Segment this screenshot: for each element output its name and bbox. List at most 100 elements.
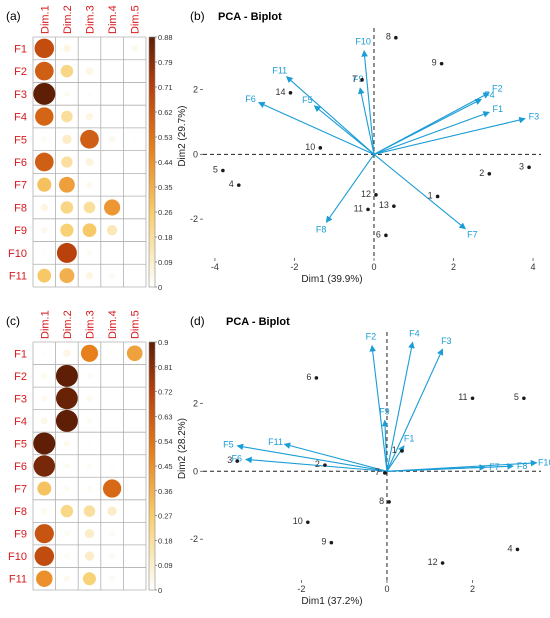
heatmap-cell-circle <box>41 250 47 256</box>
colorbar-tick-label: 0.71 <box>158 83 173 92</box>
heatmap-row-label: F10 <box>8 551 27 563</box>
observation-label: 9 <box>321 537 326 547</box>
y-tick-label: -2 <box>190 534 198 544</box>
x-tick-label: 4 <box>531 262 536 272</box>
x-tick-label: 0 <box>384 584 389 594</box>
panel-label-d: (d) <box>190 314 205 328</box>
heatmap-cell-circle <box>107 506 117 516</box>
heatmap-cell-circle <box>85 112 94 121</box>
correlation-heatmap-c: Dim.1 Dim.2 Dim.3 Dim.4 Dim.5 F1 F2 F3 F4 F5 F6 F7 F… <box>8 310 173 595</box>
heatmap-cell-circle <box>82 572 97 586</box>
loading-arrow <box>373 111 490 155</box>
observation-point <box>392 204 396 208</box>
loading-arrow <box>258 101 375 155</box>
heatmap-cell-circle <box>86 45 93 51</box>
observation-point <box>470 396 475 401</box>
x-tick-label: 0 <box>371 262 376 272</box>
heatmap-cell-circle <box>35 107 54 126</box>
loading-arrow-label: F9 <box>379 406 390 416</box>
observation-point <box>329 540 334 545</box>
observation-point <box>387 500 391 504</box>
observation-label: 7 <box>352 74 357 84</box>
observation-label: 3 <box>227 455 232 465</box>
y-axis-label: Dim2 (28.2%) <box>177 418 188 479</box>
heatmap-cell-circle <box>86 249 93 256</box>
heatmap-cell-circle <box>60 504 74 518</box>
loading-arrow <box>313 105 375 155</box>
loading-arrow-label: F5 <box>223 439 234 449</box>
heatmap-cell-circle <box>109 575 116 582</box>
colorbar-tick-label: 0.44 <box>158 158 173 167</box>
heatmap-cell-circle <box>86 463 93 469</box>
heatmap-cell-circle <box>86 395 93 402</box>
heatmap-cell-circle <box>41 507 48 515</box>
loading-arrow <box>373 98 482 155</box>
heatmap-cell-circle <box>63 440 71 447</box>
observation-label: 10 <box>293 516 303 526</box>
y-tick-label: 2 <box>193 85 198 95</box>
heatmap-row-label: F4 <box>14 416 27 428</box>
loading-arrow-label: F4 <box>409 328 420 338</box>
colorbar-tick-label: 0.72 <box>158 388 173 397</box>
heatmap-cell-circle <box>63 44 71 53</box>
heatmap-cell-circle <box>86 440 93 446</box>
observation-point <box>394 35 398 40</box>
heatmap-cell-circle <box>40 203 49 212</box>
heatmap-cell-circle <box>41 350 47 356</box>
observation-point <box>522 396 526 401</box>
x-axis-label: Dim1 (39.9%) <box>301 274 362 285</box>
observation-label: 10 <box>305 142 315 152</box>
correlation-heatmap-a: Dim.1 Dim.2 Dim.3 Dim.4 Dim.5 F1 F2 F3 F4 F5 F6 F7 F… <box>8 5 173 292</box>
x-tick-label: -2 <box>290 262 298 272</box>
y-tick-label: 0 <box>193 149 198 159</box>
loading-arrow <box>325 154 375 223</box>
heatmap-cell-circle <box>82 223 97 238</box>
loading-arrow <box>283 442 388 472</box>
loading-arrow <box>386 459 538 472</box>
heatmap-cell-circle <box>61 156 73 168</box>
colorbar-tick-label: 0.45 <box>158 462 173 471</box>
heatmap-row-label: F6 <box>14 461 27 473</box>
observation-label: 2 <box>479 168 484 178</box>
y-tick-label: 2 <box>193 398 198 408</box>
colorbar-tick-label: 0.79 <box>158 58 173 67</box>
colorbar-tick-label: 0 <box>158 283 162 292</box>
biplot-b-title: PCA - Biplot <box>218 11 282 23</box>
heatmap-cell-circle <box>102 479 122 498</box>
heatmap-cell-circle <box>85 158 94 166</box>
heatmap-cell-circle <box>109 463 115 469</box>
observation-point <box>306 520 310 525</box>
heatmap-row-label: F7 <box>14 484 27 496</box>
observation-point <box>288 90 293 95</box>
heatmap-cell-circle <box>126 345 143 362</box>
loading-arrow <box>386 341 415 472</box>
heatmap-cell-circle <box>104 199 121 216</box>
loading-arrow-label: F8 <box>517 461 528 471</box>
observation-label: 11 <box>354 203 363 213</box>
pca-biplot-d: -2 0 2 -2 0 2 Dim1 (37.2%) Dim2 (28.2%) F1 F2 F3 F4… <box>177 328 550 607</box>
heatmap-cell-circle <box>84 528 95 539</box>
heatmap-cell-circle <box>86 91 93 97</box>
heatmap-cell-circle <box>109 530 116 537</box>
heatmap-row-label: F6 <box>14 157 27 169</box>
observation-label: 5 <box>213 165 218 175</box>
observation-label: 6 <box>306 372 311 382</box>
observation-label: 2 <box>315 459 320 469</box>
heatmap-cell-circle <box>34 61 54 81</box>
heatmap-cell-circle <box>61 110 73 123</box>
observation-label: 8 <box>386 32 391 42</box>
panel-label-b: (b) <box>190 9 205 23</box>
loading-arrow <box>381 419 389 472</box>
heatmap-cell-circle <box>63 485 70 492</box>
heatmap-cell-circle <box>37 268 52 283</box>
observation-point <box>383 471 387 475</box>
observation-point <box>366 207 370 212</box>
loading-arrow-label: F11 <box>268 437 283 447</box>
heatmap-cell-circle <box>86 417 93 424</box>
observation-label: 8 <box>379 496 384 506</box>
observation-label: 5 <box>514 392 519 402</box>
loading-arrow-label: F2 <box>492 84 503 94</box>
loading-arrow <box>358 87 375 155</box>
heatmap-cell-circle <box>55 364 78 387</box>
heatmap-cell-circle <box>132 136 138 142</box>
